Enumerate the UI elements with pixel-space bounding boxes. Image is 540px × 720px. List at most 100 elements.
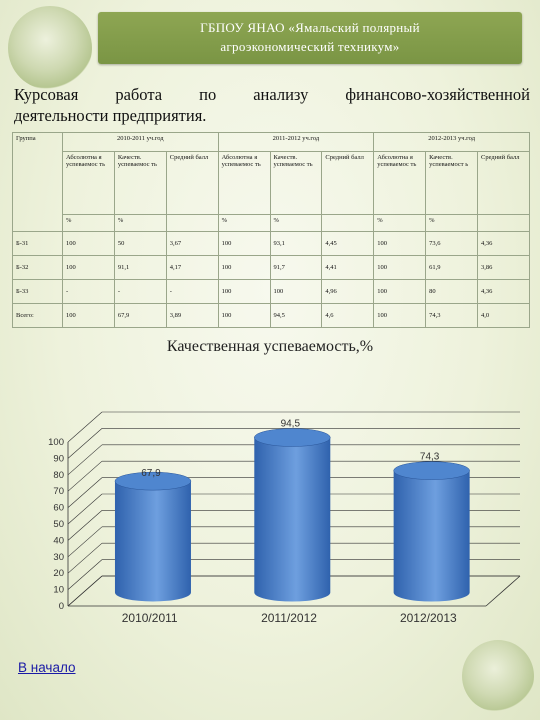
value-cell: 100 — [217, 231, 271, 256]
value-cell: 100 — [217, 279, 271, 304]
y-tick-label: 50 — [53, 519, 64, 530]
value-cell: 67,9 — [113, 303, 167, 328]
gridline-side — [67, 575, 103, 607]
quality-performance-chart: 0 10 20 30 40 50 60 70 80 90 100 67,9 2010/2011 94,5 2… — [48, 411, 521, 625]
table-unit-row: % % % % % % — [13, 214, 530, 232]
value-cell: 100 — [373, 255, 427, 280]
avg-header: Средний балл — [477, 151, 530, 215]
gridline-side — [67, 526, 103, 558]
gridline-side — [67, 559, 103, 590]
value-cell: 3,86 — [477, 255, 530, 280]
table-row: Всего: 100 67,9 3,89 100 94,5 4,6 100 74,3 4,0 — [12, 303, 530, 328]
gridline-side — [67, 411, 103, 443]
group-header: Группа — [12, 132, 63, 232]
qual-header: Качеств. успеваемос ть — [113, 151, 167, 215]
unit-cell: % — [425, 214, 478, 232]
avg-header: Средний балл — [321, 151, 375, 215]
unit-cell: % — [269, 214, 323, 232]
back-to-start-link[interactable]: В начало — [18, 660, 76, 675]
value-cell: 93,1 — [269, 231, 323, 256]
value-cell: 4,96 — [321, 279, 375, 304]
value-cell: 3,67 — [165, 231, 219, 256]
value-cell: 4,45 — [321, 231, 375, 256]
performance-table: Группа 2010-2011 уч.год 2011-2012 уч.год… — [12, 132, 530, 328]
x-category-label: 2012/2013 — [400, 611, 457, 625]
unit-cell: % — [62, 214, 115, 232]
value-label: 74,3 — [420, 452, 440, 463]
page-title-line1: Курсовая работа по анализу финансово-хоз… — [14, 84, 530, 105]
y-tick-label: 30 — [53, 552, 64, 563]
gridline-side — [67, 542, 103, 574]
x-category-label: 2010/2011 — [122, 611, 178, 625]
abs-header: Абсолютна я успеваемос ть — [217, 151, 271, 215]
gridline-side — [67, 510, 103, 541]
value-cell: 100 — [373, 279, 427, 304]
value-cell: 100 — [373, 231, 427, 256]
header-title: ГБПОУ ЯНАО «Ямальский полярный агроэконо… — [98, 18, 522, 56]
value-cell: 73,6 — [425, 231, 478, 256]
table-row: Б-33- - -100 100 4,96 100 80 4,36 — [12, 279, 530, 304]
value-label: 94,5 — [281, 419, 301, 430]
abs-header: Абсолютна я успеваемос ть — [62, 151, 115, 215]
group-cell: Всего: — [12, 303, 63, 328]
table-row: Б-31 100 50 3,67 100 93,1 4,45 100 73,6 4,36 — [12, 231, 530, 256]
value-cell: 100 — [217, 255, 271, 280]
value-cell: 100 — [62, 231, 115, 256]
value-cell: 50 — [113, 231, 167, 256]
gridline-side — [67, 428, 103, 459]
bar-top-2011/2012 — [254, 428, 331, 447]
unit-cell: % — [113, 214, 167, 232]
value-cell: 4,41 — [321, 255, 375, 280]
unit-cell-empty — [165, 214, 219, 232]
year-header: 2011-2012 уч.год — [217, 132, 375, 152]
abs-header: Абсолютна я успеваемос ть — [373, 151, 427, 215]
group-cell: Б-33 — [12, 279, 63, 304]
page-title-line2: деятельности предприятия. — [14, 106, 207, 125]
value-cell: 61,9 — [425, 255, 478, 280]
page-title-word: Курсовая — [14, 85, 79, 104]
value-cell: - — [165, 279, 219, 304]
y-tick-label: 80 — [53, 470, 64, 481]
floor-right-edge — [485, 575, 521, 607]
table-subheader-row: Абсолютна я успеваемос ть Качеств. успев… — [13, 151, 530, 215]
gridline-side — [67, 444, 103, 476]
college-emblem-top — [8, 6, 92, 90]
y-tick-label: 20 — [53, 568, 64, 579]
value-cell: 100 — [269, 279, 323, 304]
y-tick-label: 60 — [53, 503, 64, 514]
header-title-line2: агроэкономический техникум» — [220, 39, 400, 54]
value-cell: 100 — [62, 303, 115, 328]
header-title-line1: ГБПОУ ЯНАО «Ямальский полярный — [200, 20, 420, 35]
value-cell: 74,3 — [425, 303, 478, 328]
page-title: Курсовая работа по анализу финансово-хоз… — [14, 84, 530, 126]
unit-cell-empty — [477, 214, 530, 232]
value-cell: 91,7 — [269, 255, 323, 280]
y-tick-label: 10 — [53, 585, 64, 596]
value-label: 67,9 — [141, 468, 161, 479]
value-cell: 4,6 — [321, 303, 375, 328]
value-cell: 94,5 — [269, 303, 323, 328]
value-cell: 4,17 — [165, 255, 219, 280]
bar-2010/2011 — [114, 481, 191, 602]
value-cell: 80 — [425, 279, 478, 304]
college-emblem-bottom — [462, 640, 534, 712]
unit-cell-empty — [321, 214, 375, 232]
table-header-row: Группа 2010-2011 уч.год 2011-2012 уч.год… — [12, 132, 530, 232]
x-category-label: 2011/2012 — [261, 611, 317, 625]
y-tick-label: 70 — [53, 486, 64, 497]
value-cell: 100 — [217, 303, 271, 328]
value-cell: 91,1 — [113, 255, 167, 280]
year-header: 2010-2011 уч.год — [62, 132, 219, 152]
gridline-side — [67, 460, 103, 492]
unit-cell: % — [217, 214, 271, 232]
qual-header: Качеств. успеваемост ь — [425, 151, 478, 215]
bar-top-2012/2013 — [393, 461, 470, 480]
gridline-side — [67, 477, 103, 508]
chart-title: Качественная успеваемость,% — [166, 338, 374, 355]
qual-header: Качеств. успеваемос ть — [269, 151, 323, 215]
gridline-side — [67, 493, 103, 525]
bar-top-2010/2011 — [114, 471, 192, 491]
avg-header: Средний балл — [165, 151, 219, 215]
header-banner: ГБПОУ ЯНАО «Ямальский полярный агроэконо… — [98, 12, 522, 64]
value-cell: 4,36 — [477, 279, 530, 304]
